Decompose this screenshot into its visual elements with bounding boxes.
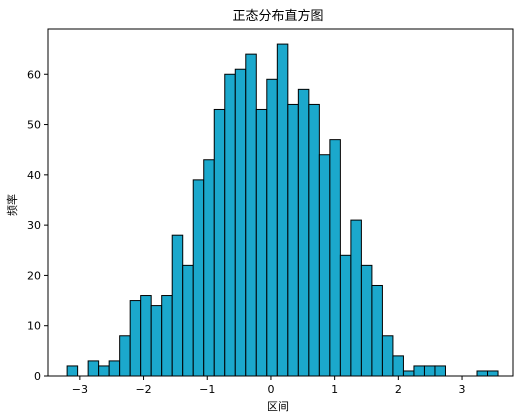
histogram-bar: [192, 179, 205, 377]
histogram-bar: [266, 78, 278, 377]
x-tick-label: −1: [199, 383, 215, 396]
histogram-bar: [108, 360, 121, 377]
histogram-bar: [129, 300, 142, 377]
histogram-bar: [402, 370, 415, 377]
histogram-bar: [224, 73, 236, 377]
x-tick-label: −3: [72, 383, 88, 396]
y-tick-label: 60: [27, 68, 41, 81]
x-tick-label: −2: [135, 383, 151, 396]
y-tick-label: 50: [27, 119, 41, 132]
histogram-bar: [381, 335, 394, 377]
histogram-bar: [276, 43, 289, 377]
histogram-bar: [161, 295, 173, 377]
histogram-bar: [360, 264, 373, 377]
histogram-bar: [318, 154, 331, 377]
histogram-bar: [203, 159, 215, 377]
y-tick-label: 20: [27, 269, 41, 282]
histogram-bar: [234, 68, 247, 377]
histogram-bar: [245, 53, 257, 377]
histogram-bar: [371, 284, 383, 377]
histogram-bar: [66, 365, 79, 377]
x-tick-label: 1: [331, 383, 338, 396]
x-tick-label: 3: [459, 383, 466, 396]
histogram-bar: [98, 365, 110, 377]
histogram-bars: [66, 43, 499, 377]
histogram-bar: [140, 295, 152, 377]
histogram-bar: [329, 139, 341, 377]
x-axis: −3 −2 −1 0 1 2 3: [72, 376, 466, 396]
x-tick-label: 0: [267, 383, 274, 396]
histogram-bar: [308, 103, 320, 377]
histogram-bar: [476, 370, 489, 377]
histogram-bar: [150, 305, 163, 377]
x-axis-label: 区间: [267, 400, 289, 413]
histogram-bar: [182, 264, 194, 377]
histogram-bar: [434, 365, 446, 377]
y-tick-label: 30: [27, 219, 41, 232]
histogram-bar: [339, 254, 352, 377]
histogram-bar: [487, 370, 499, 377]
histogram-bar: [87, 360, 100, 377]
histogram-bar: [297, 88, 310, 377]
histogram-bar: [392, 355, 404, 377]
histogram-bar: [423, 365, 436, 377]
x-tick-label: 2: [395, 383, 402, 396]
histogram-bar: [350, 219, 362, 377]
histogram-bar: [213, 108, 226, 377]
y-tick-label: 0: [34, 370, 41, 383]
chart-title: 正态分布直方图: [232, 8, 323, 24]
y-axis-label: 频率: [5, 194, 19, 216]
plot-frame: [47, 28, 514, 377]
y-axis: 0 10 20 30 40 50 60: [27, 68, 48, 383]
y-tick-label: 40: [27, 169, 41, 182]
histogram-bar: [287, 103, 299, 377]
histogram-bar: [255, 108, 268, 377]
y-tick-label: 10: [27, 320, 41, 333]
histogram-bar: [413, 365, 425, 377]
histogram-bar: [119, 335, 131, 377]
histogram-bar: [171, 234, 184, 377]
